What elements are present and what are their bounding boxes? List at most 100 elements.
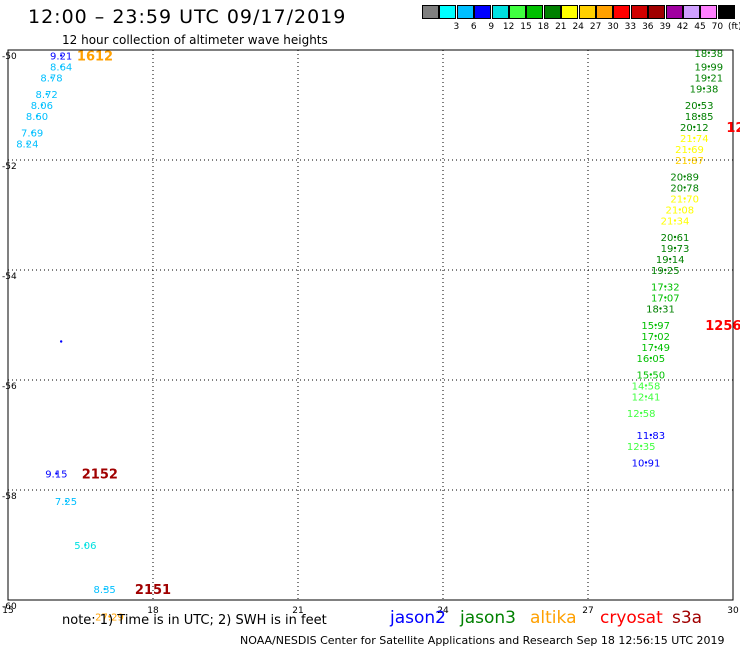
colorbar-swatch <box>596 5 613 19</box>
data-label: 12.41 <box>632 393 661 404</box>
pass-time-annotation: 1612 <box>77 50 113 65</box>
data-point <box>59 65 63 68</box>
data-point <box>50 76 53 79</box>
data-point <box>654 345 657 349</box>
data-label: 17.07 <box>651 294 680 305</box>
data-point <box>664 285 667 288</box>
data-point <box>673 246 677 250</box>
data-label: 19.14 <box>656 255 685 266</box>
data-point <box>64 499 68 503</box>
data-label: 12.58 <box>627 409 656 420</box>
data-label: 20.61 <box>661 233 690 244</box>
data-point <box>55 472 58 475</box>
data-label: 7.25 <box>55 497 77 508</box>
colorbar-swatch <box>648 5 666 19</box>
data-label: 17.49 <box>641 343 670 354</box>
data-point <box>659 307 662 310</box>
data-point <box>108 615 111 618</box>
x-tick-label: 30 <box>727 606 739 616</box>
colorbar-swatch <box>561 5 579 19</box>
colorbar-swatch <box>456 5 474 19</box>
colorbar-label: 45 <box>694 22 706 32</box>
colorbar-swatch <box>630 5 648 19</box>
y-tick-label: -54 <box>2 272 17 282</box>
colorbar-label: 9 <box>488 22 495 32</box>
colorbar-label: 70 <box>711 22 724 32</box>
pass-time-annotation: 1256 <box>705 319 740 334</box>
x-tick-label: 18 <box>147 606 159 616</box>
x-tick-label: 24 <box>437 606 449 616</box>
data-label: 17.02 <box>641 332 670 343</box>
data-point <box>664 268 667 272</box>
data-point <box>654 334 657 338</box>
data-label: 8.60 <box>26 112 48 123</box>
colorbar-swatch <box>578 5 596 19</box>
data-point <box>693 136 696 140</box>
data-label: 8.06 <box>31 101 53 112</box>
data-label: 14.58 <box>632 382 661 393</box>
colorbar-swatch <box>683 5 700 19</box>
data-label: 7.69 <box>21 129 43 140</box>
pass-time-annotation: 2152 <box>82 468 118 483</box>
colorbar-swatch <box>526 5 544 19</box>
data-label: 20.78 <box>670 184 699 195</box>
colorbar-label: 33 <box>624 22 637 32</box>
data-point <box>639 444 643 448</box>
data-point <box>30 131 34 134</box>
data-label: 11.83 <box>637 431 666 442</box>
data-point <box>654 323 657 327</box>
data-label: 8.78 <box>40 74 62 85</box>
x-tick-label: 15 <box>2 606 13 616</box>
pass-time-annotation: 2151 <box>135 583 171 598</box>
plot-frame <box>7 49 734 601</box>
data-point <box>649 433 653 437</box>
data-label: 20.89 <box>670 173 699 184</box>
data-label: 18.38 <box>695 49 724 60</box>
data-label: 8.72 <box>36 90 58 101</box>
data-label: 15.50 <box>637 371 666 382</box>
data-label: 19.99 <box>695 63 724 74</box>
colorbar-swatch <box>509 5 526 19</box>
satellite-legend-item: s3a <box>672 608 703 628</box>
colorbar-swatch <box>613 5 631 19</box>
data-label: 5.06 <box>74 541 96 552</box>
data-label: 9.15 <box>45 470 67 481</box>
data-label: 21.87 <box>675 156 704 167</box>
data-label: 9.21 <box>50 52 72 63</box>
data-label: 18.31 <box>646 305 675 316</box>
satellite-legend-item: jason3 <box>460 608 516 628</box>
data-point <box>644 384 648 387</box>
x-tick-label: 27 <box>582 606 593 616</box>
data-label: 19.21 <box>695 74 724 85</box>
x-tick-label: 21 <box>292 606 303 616</box>
colorbar-label: 39 <box>659 22 671 32</box>
colorbar-label: 36 <box>642 22 654 32</box>
colorbar-label: 30 <box>607 22 619 32</box>
colorbar-swatch <box>439 5 457 19</box>
data-label: 21.34 <box>661 217 690 228</box>
y-tick-label: -58 <box>2 492 17 502</box>
data-label: 21.70 <box>670 195 699 206</box>
data-point <box>693 125 696 129</box>
satellite-legend-item: cryosat <box>600 608 663 628</box>
colorbar-swatch <box>700 5 718 19</box>
data-point <box>103 587 106 591</box>
colorbar-label: 21 <box>555 22 567 32</box>
data-point <box>683 197 686 200</box>
data-label: 21.74 <box>680 134 709 145</box>
colorbar-swatch <box>665 5 683 19</box>
data-point <box>84 543 87 547</box>
y-tick-label: -52 <box>2 162 17 172</box>
data-label: 18.85 <box>685 112 714 123</box>
data-point <box>59 340 63 343</box>
data-point <box>644 395 648 398</box>
credit-line: NOAA/NESDIS Center for Satellite Applica… <box>240 634 725 647</box>
data-point <box>45 92 48 96</box>
data-label: 15.97 <box>641 321 670 332</box>
data-point <box>683 175 686 178</box>
data-point <box>683 186 686 189</box>
data-label: 17.32 <box>651 283 680 294</box>
data-point <box>707 65 711 68</box>
data-label: 21.69 <box>675 145 704 156</box>
